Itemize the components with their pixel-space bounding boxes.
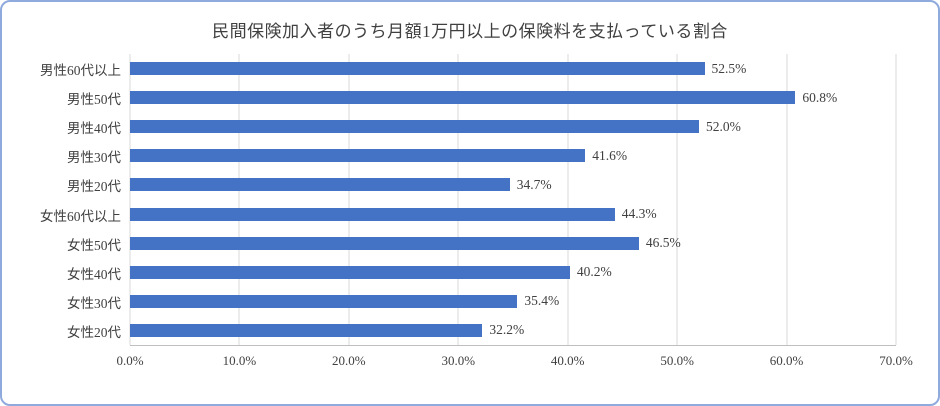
bar-row: 52.0% — [130, 112, 896, 141]
bar-value-label: 41.6% — [592, 147, 628, 163]
category-label: 男性60代以上 — [40, 62, 121, 78]
bar — [130, 149, 586, 163]
bar — [130, 294, 518, 308]
gridlines — [129, 54, 897, 345]
x-tick-label: 60.0% — [769, 353, 804, 368]
bar-series: 52.5% 60.8% 52.0% 41.6% 34.7% 44.3% 46.5% 40.2%… — [130, 54, 896, 345]
y-axis-labels: 男性60代以上男性50代男性40代男性30代男性20代女性60代以上女性50代女… — [2, 54, 130, 346]
bar-value-label: 52.5% — [711, 60, 747, 76]
gridline — [238, 54, 240, 345]
bar — [130, 62, 705, 76]
x-tick-label: 20.0% — [332, 353, 366, 368]
gridline — [457, 54, 459, 345]
bar-value-label: 40.2% — [576, 264, 612, 280]
gridline — [348, 54, 350, 345]
bar-value-label: 34.7% — [516, 176, 552, 192]
x-tick-label: 70.0% — [879, 353, 913, 368]
gridline — [567, 54, 569, 345]
category-label: 女性50代 — [67, 237, 121, 253]
x-tick-label: 0.0% — [116, 353, 144, 368]
bar — [130, 236, 639, 250]
category-label: 男性40代 — [67, 121, 121, 136]
bar-row: 44.3% — [130, 199, 896, 228]
bar-row: 40.2% — [130, 258, 896, 287]
bar-value-label: 60.8% — [802, 89, 838, 105]
bar-row: 60.8% — [130, 83, 896, 112]
bar — [130, 207, 615, 221]
bar-row: 41.6% — [130, 141, 896, 170]
bar-value-label: 46.5% — [645, 235, 681, 251]
plot-area: 52.5% 60.8% 52.0% 41.6% 34.7% 44.3% 46.5% 40.2%… — [129, 54, 897, 346]
bar-value-label: 52.0% — [706, 118, 741, 134]
bar — [130, 265, 570, 279]
bar — [130, 323, 483, 337]
bar-row: 46.5% — [130, 229, 896, 258]
bar — [130, 178, 510, 192]
gridline — [786, 54, 788, 345]
category-label: 女性40代 — [67, 267, 121, 283]
gridline — [129, 54, 131, 345]
bar-value-label: 35.4% — [524, 293, 560, 309]
category-label: 女性60代以上 — [40, 208, 121, 224]
bar-value-label: 44.3% — [621, 206, 657, 222]
chart-title: 民間保険加入者のうち月額1万円以上の保険料を支払っている割合 — [212, 22, 728, 41]
x-tick-label: 10.0% — [222, 353, 257, 368]
x-tick-label: 40.0% — [550, 353, 585, 368]
gridline — [676, 54, 678, 345]
bar-row: 32.2% — [130, 316, 896, 345]
bar-row: 34.7% — [130, 170, 896, 199]
x-tick-label: 50.0% — [660, 353, 694, 368]
category-label: 男性50代 — [67, 91, 121, 107]
gridline — [895, 54, 897, 345]
bar-value-label: 32.2% — [489, 322, 525, 338]
category-label: 男性20代 — [67, 179, 121, 195]
chart-body: 男性60代以上男性50代男性40代男性30代男性20代女性60代以上女性50代女… — [2, 54, 938, 346]
x-axis: 0.0% 10.0% 20.0% 30.0% 40.0% 50.0% 60.0% 70.0% — [2, 346, 938, 374]
category-label: 女性30代 — [67, 296, 121, 312]
bar-row: 35.4% — [130, 287, 896, 316]
category-label: 男性30代 — [67, 150, 121, 166]
x-axis-ticks: 0.0% 10.0% 20.0% 30.0% 40.0% 50.0% 60.0% 70.0% — [116, 346, 912, 374]
x-axis-spacer — [2, 346, 130, 374]
bar-row: 52.5% — [130, 54, 896, 83]
bar — [130, 120, 700, 134]
x-tick-label: 30.0% — [441, 353, 476, 368]
category-label: 女性20代 — [67, 325, 121, 341]
bar — [130, 91, 796, 105]
